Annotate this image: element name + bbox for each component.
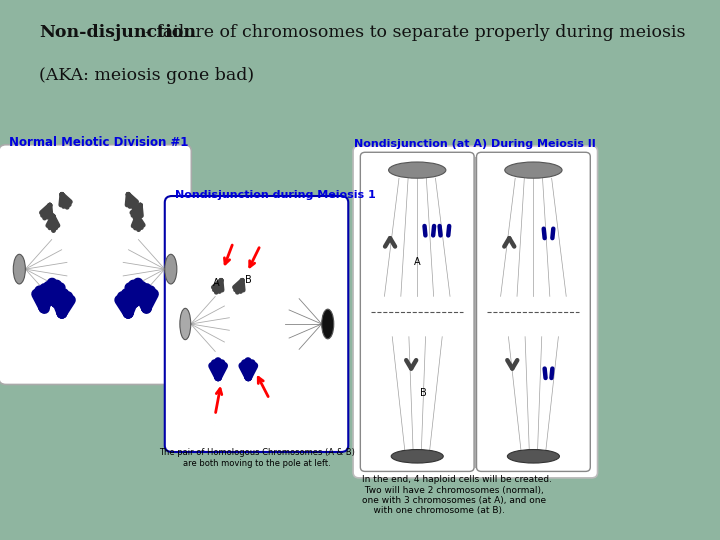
Text: B: B — [420, 388, 427, 397]
Text: Non-disjunction: Non-disjunction — [39, 24, 197, 41]
Text: A: A — [414, 257, 420, 267]
Ellipse shape — [180, 308, 191, 340]
Ellipse shape — [389, 162, 446, 178]
Ellipse shape — [165, 254, 177, 284]
Text: Normal Meiotic Division #1: Normal Meiotic Division #1 — [9, 136, 189, 149]
FancyBboxPatch shape — [0, 145, 192, 384]
Text: Nondisjunction (at A) During Meiosis II: Nondisjunction (at A) During Meiosis II — [354, 139, 596, 149]
Ellipse shape — [322, 309, 334, 339]
Ellipse shape — [13, 254, 25, 284]
Text: (AKA: meiosis gone bad): (AKA: meiosis gone bad) — [39, 68, 254, 84]
FancyBboxPatch shape — [477, 152, 590, 471]
FancyBboxPatch shape — [353, 146, 598, 478]
Text: In the end, 4 haploid cells will be created.
 Two will have 2 chromosomes (norma: In the end, 4 haploid cells will be crea… — [362, 475, 552, 515]
Text: The pair of Homologous Chromosomes (A & B)
are both moving to the pole at left.: The pair of Homologous Chromosomes (A & … — [158, 448, 354, 468]
Ellipse shape — [508, 449, 559, 463]
Text: - failure of chromosomes to separate properly during meiosis: - failure of chromosomes to separate pro… — [145, 24, 685, 41]
Ellipse shape — [391, 449, 444, 463]
Text: A: A — [213, 278, 220, 288]
FancyBboxPatch shape — [360, 152, 474, 471]
Text: B: B — [246, 275, 252, 285]
Ellipse shape — [505, 162, 562, 178]
FancyBboxPatch shape — [165, 196, 348, 452]
Text: Nondisjunction during Meiosis 1: Nondisjunction during Meiosis 1 — [175, 190, 376, 200]
